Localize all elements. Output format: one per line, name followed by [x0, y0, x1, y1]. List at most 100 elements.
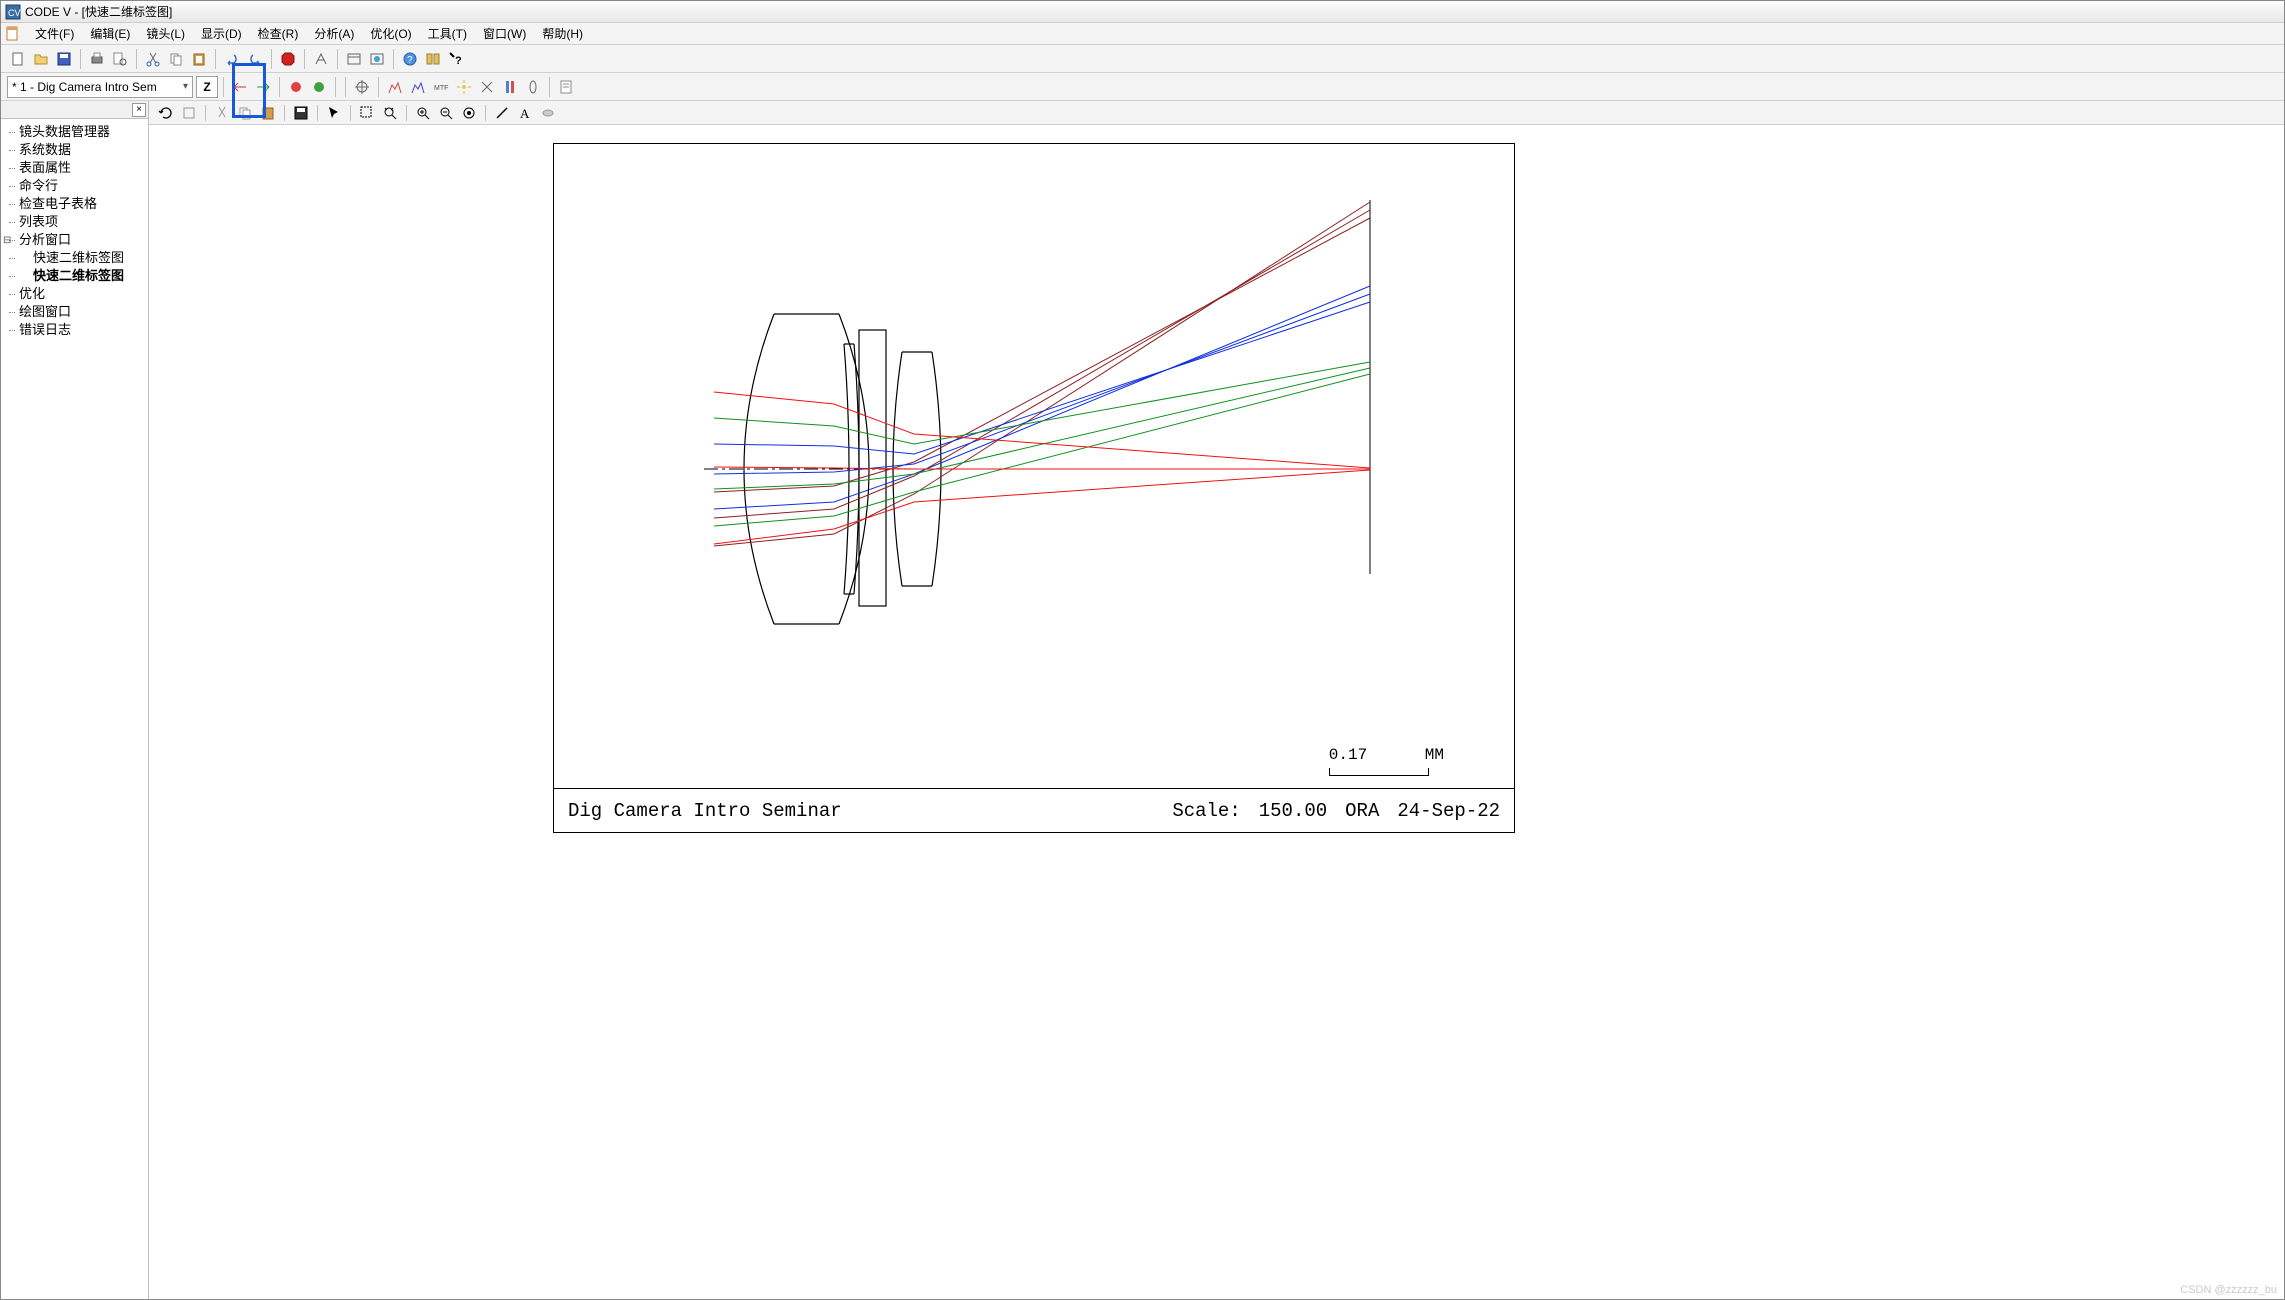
- analysis-7[interactable]: [522, 76, 544, 98]
- tree-item[interactable]: 快速二维标签图: [3, 267, 146, 285]
- menu-window[interactable]: 窗口(W): [475, 23, 534, 44]
- zoom-fit-icon[interactable]: [379, 103, 401, 123]
- copy2-icon[interactable]: [234, 103, 256, 123]
- open-button[interactable]: [30, 48, 52, 70]
- pointer-icon[interactable]: [323, 103, 345, 123]
- print-button[interactable]: [86, 48, 108, 70]
- undo-button[interactable]: [221, 48, 243, 70]
- menu-help[interactable]: 帮助(H): [534, 23, 591, 44]
- scale-value: 150.00: [1259, 800, 1327, 822]
- watermark: CSDN @zzzzzz_bu: [2180, 1284, 2277, 1296]
- line-tool-icon[interactable]: [491, 103, 513, 123]
- scale-mark: 0.17 MM: [1329, 746, 1444, 776]
- menubar: 文件(F) 编辑(E) 镜头(L) 显示(D) 检查(R) 分析(A) 优化(O…: [1, 23, 2284, 45]
- refresh-icon[interactable]: [155, 103, 177, 123]
- tool-a-button[interactable]: [310, 48, 332, 70]
- color-tool-2[interactable]: [308, 76, 330, 98]
- paste-button[interactable]: [188, 48, 210, 70]
- print-preview-button[interactable]: [109, 48, 131, 70]
- zoom-in-icon[interactable]: [412, 103, 434, 123]
- menu-edit[interactable]: 编辑(E): [82, 23, 138, 44]
- analysis-2[interactable]: [407, 76, 429, 98]
- tree-item[interactable]: 表面属性: [3, 159, 146, 177]
- tree-item[interactable]: 列表项: [3, 213, 146, 231]
- tree-item[interactable]: 镜头数据管理器: [3, 123, 146, 141]
- menu-display[interactable]: 显示(D): [193, 23, 250, 44]
- target-icon[interactable]: [351, 76, 373, 98]
- help-button[interactable]: ?: [399, 48, 421, 70]
- scale-label: Scale:: [1172, 800, 1240, 822]
- ray-tool-2[interactable]: [252, 76, 274, 98]
- tool-b-button[interactable]: [343, 48, 365, 70]
- zoom-window-icon[interactable]: [356, 103, 378, 123]
- drawing-scale-info: Scale: 150.00 ORA 24-Sep-22: [1172, 800, 1500, 822]
- analysis-5[interactable]: [476, 76, 498, 98]
- tree-item[interactable]: 命令行: [3, 177, 146, 195]
- ora-label: ORA: [1345, 800, 1379, 822]
- canvas-toolbar: A: [149, 101, 2284, 125]
- tree-item[interactable]: 检查电子表格: [3, 195, 146, 213]
- body-row: × 镜头数据管理器系统数据表面属性命令行检查电子表格列表项分析窗口快速二维标签图…: [1, 101, 2284, 1299]
- menu-analyze[interactable]: 分析(A): [306, 23, 362, 44]
- tree-item[interactable]: 错误日志: [3, 321, 146, 339]
- save2-icon[interactable]: [290, 103, 312, 123]
- z-label: Z: [203, 80, 210, 94]
- menu-lens[interactable]: 镜头(L): [138, 23, 193, 44]
- tree-item[interactable]: 系统数据: [3, 141, 146, 159]
- tree-item[interactable]: 分析窗口: [3, 231, 146, 249]
- erase-tool-icon[interactable]: [537, 103, 559, 123]
- lens-combo[interactable]: * 1 - Dig Camera Intro Sem: [7, 76, 193, 98]
- sidebar-tree: 镜头数据管理器系统数据表面属性命令行检查电子表格列表项分析窗口快速二维标签图快速…: [1, 119, 148, 343]
- scale-mark-unit: MM: [1425, 746, 1444, 764]
- menu-tools[interactable]: 工具(T): [420, 23, 475, 44]
- optical-diagram: [554, 144, 1516, 790]
- canvas-area: 0.17 MM Dig Camera Intro Seminar Scale: …: [149, 125, 2284, 1299]
- menu-optimize[interactable]: 优化(O): [362, 23, 419, 44]
- toolbar-secondary: * 1 - Dig Camera Intro Sem Z MTF: [1, 73, 2284, 101]
- tree-item[interactable]: 快速二维标签图: [3, 249, 146, 267]
- lens-combo-value: * 1 - Dig Camera Intro Sem: [12, 80, 157, 94]
- analysis-6[interactable]: [499, 76, 521, 98]
- svg-text:?: ?: [407, 55, 413, 66]
- ray-tool-1[interactable]: [229, 76, 251, 98]
- zoom-out-icon[interactable]: [435, 103, 457, 123]
- book-icon[interactable]: [422, 48, 444, 70]
- redo-button[interactable]: [244, 48, 266, 70]
- svg-text:?: ?: [455, 55, 462, 67]
- menu-check[interactable]: 检查(R): [250, 23, 307, 44]
- sidebar-close-icon[interactable]: ×: [132, 103, 146, 117]
- new-button[interactable]: [7, 48, 29, 70]
- svg-text:CV: CV: [8, 8, 21, 18]
- main-area: A 0.17 MM Dig Camera Intro Seminar: [149, 101, 2284, 1299]
- zoom-all-icon[interactable]: [458, 103, 480, 123]
- analysis-1[interactable]: [384, 76, 406, 98]
- drawing-date: 24-Sep-22: [1397, 800, 1500, 822]
- titlebar: CV CODE V - [快速二维标签图]: [1, 1, 2284, 23]
- settings-icon[interactable]: [178, 103, 200, 123]
- tool-c-button[interactable]: [366, 48, 388, 70]
- cut2-icon[interactable]: [211, 103, 233, 123]
- sidebar: × 镜头数据管理器系统数据表面属性命令行检查电子表格列表项分析窗口快速二维标签图…: [1, 101, 149, 1299]
- z-button[interactable]: Z: [196, 76, 218, 98]
- paste2-icon[interactable]: [257, 103, 279, 123]
- drawing-footer: Dig Camera Intro Seminar Scale: 150.00 O…: [554, 788, 1514, 832]
- stop-button[interactable]: [277, 48, 299, 70]
- save-button[interactable]: [53, 48, 75, 70]
- color-tool-1[interactable]: [285, 76, 307, 98]
- spot-button[interactable]: [453, 76, 475, 98]
- context-help-button[interactable]: ?: [445, 48, 467, 70]
- svg-text:A: A: [520, 106, 530, 121]
- app-icon: CV: [5, 4, 21, 20]
- sidebar-header: ×: [1, 101, 148, 119]
- copy-button[interactable]: [165, 48, 187, 70]
- report-button[interactable]: [555, 76, 577, 98]
- drawing-title: Dig Camera Intro Seminar: [568, 800, 1172, 822]
- tree-item[interactable]: 优化: [3, 285, 146, 303]
- doc-icon: [5, 26, 21, 42]
- menu-file[interactable]: 文件(F): [27, 23, 82, 44]
- tree-item[interactable]: 绘图窗口: [3, 303, 146, 321]
- cut-button[interactable]: [142, 48, 164, 70]
- app-title: CODE V - [快速二维标签图]: [25, 3, 172, 20]
- mtf-button[interactable]: MTF: [430, 76, 452, 98]
- text-tool-icon[interactable]: A: [514, 103, 536, 123]
